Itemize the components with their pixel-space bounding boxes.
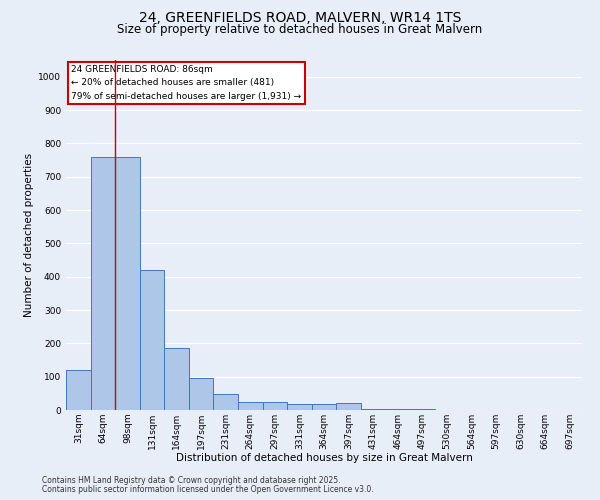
Bar: [214, 394, 238, 410]
Text: 24 GREENFIELDS ROAD: 86sqm
← 20% of detached houses are smaller (481)
79% of sem: 24 GREENFIELDS ROAD: 86sqm ← 20% of deta…: [71, 66, 301, 100]
Bar: [287, 404, 312, 410]
Bar: [66, 370, 91, 410]
Text: Size of property relative to detached houses in Great Malvern: Size of property relative to detached ho…: [118, 24, 482, 36]
Bar: [336, 404, 361, 410]
Text: Contains public sector information licensed under the Open Government Licence v3: Contains public sector information licen…: [42, 484, 374, 494]
Text: 24, GREENFIELDS ROAD, MALVERN, WR14 1TS: 24, GREENFIELDS ROAD, MALVERN, WR14 1TS: [139, 11, 461, 25]
Bar: [164, 348, 189, 410]
Bar: [91, 156, 115, 410]
X-axis label: Distribution of detached houses by size in Great Malvern: Distribution of detached houses by size …: [176, 454, 472, 464]
Bar: [140, 270, 164, 410]
Bar: [385, 409, 410, 410]
Y-axis label: Number of detached properties: Number of detached properties: [24, 153, 34, 317]
Bar: [263, 402, 287, 410]
Bar: [312, 404, 336, 410]
Bar: [189, 378, 214, 410]
Bar: [361, 408, 385, 410]
Bar: [238, 402, 263, 410]
Text: Contains HM Land Registry data © Crown copyright and database right 2025.: Contains HM Land Registry data © Crown c…: [42, 476, 341, 485]
Bar: [115, 156, 140, 410]
